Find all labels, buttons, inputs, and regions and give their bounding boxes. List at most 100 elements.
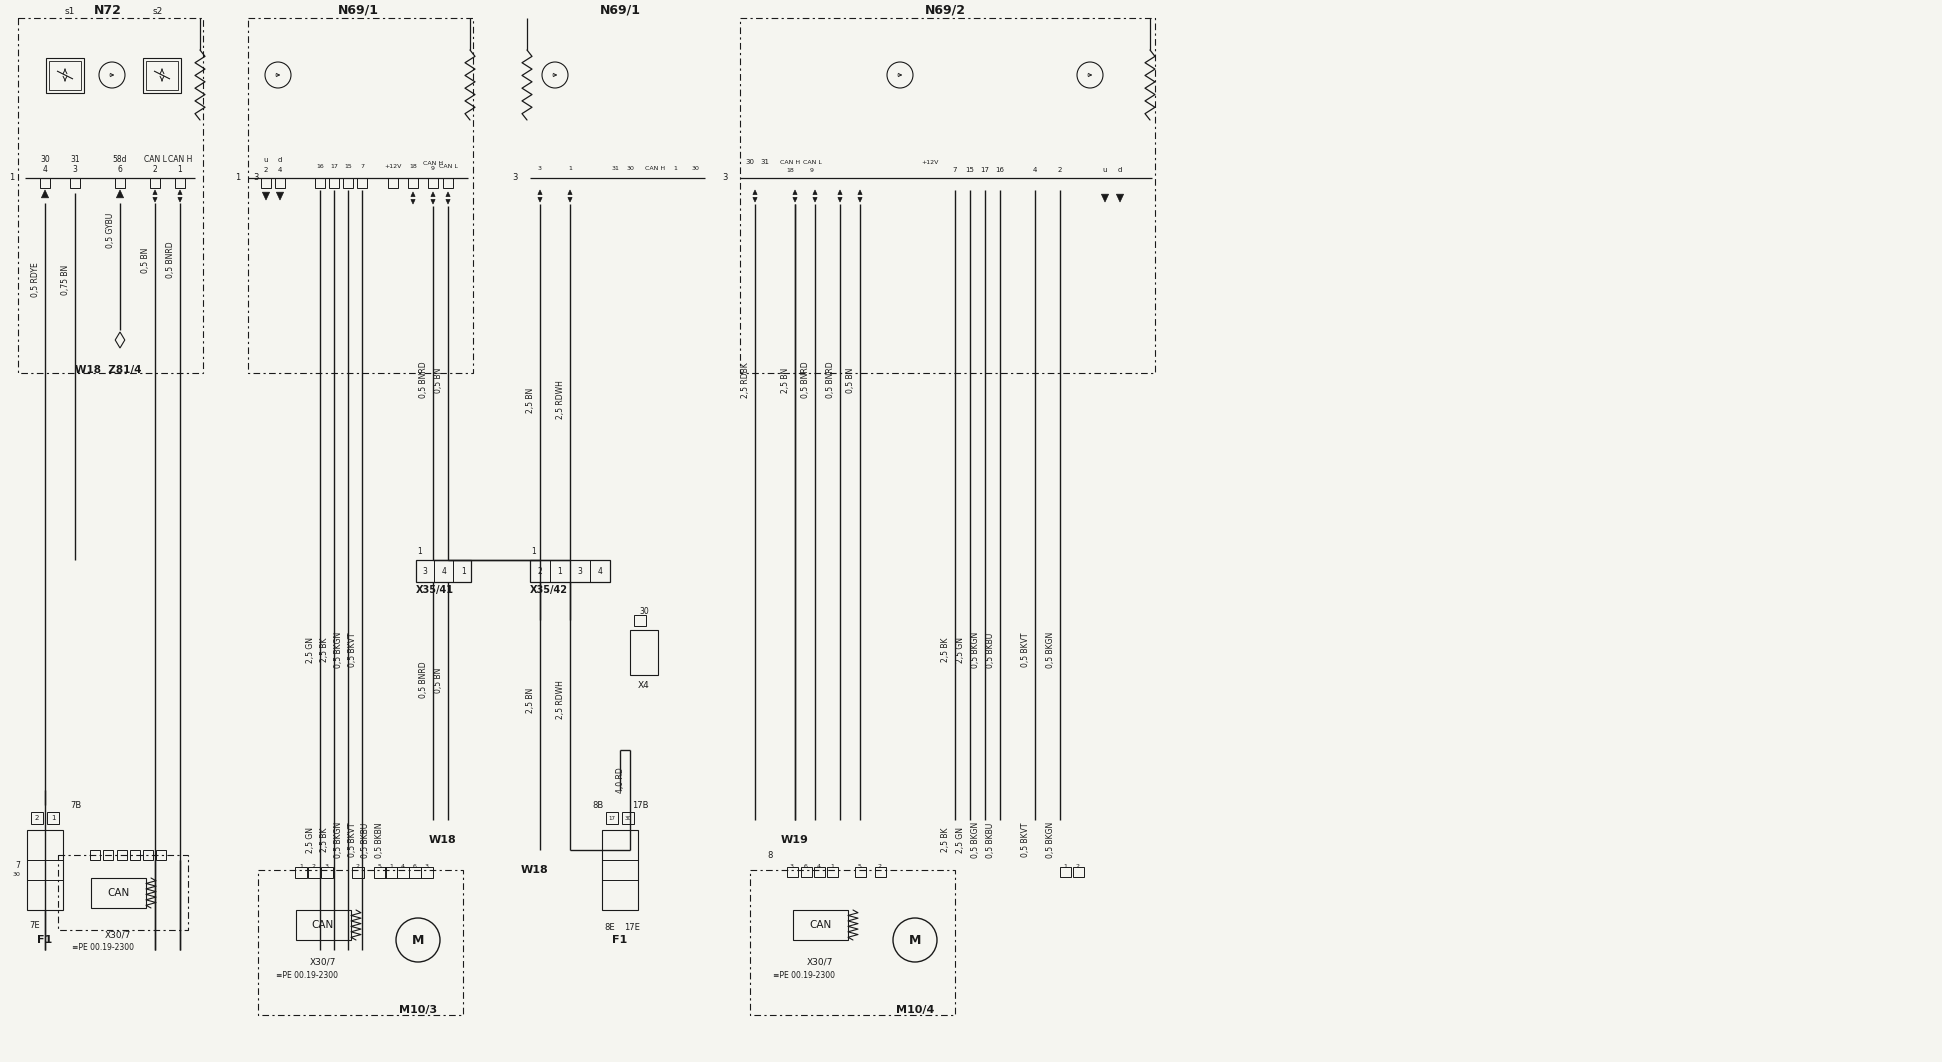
Text: 1: 1 [1062,864,1066,870]
Text: M: M [909,933,921,946]
Text: d: d [278,157,282,162]
Text: 17: 17 [981,167,990,173]
Text: W18: W18 [520,866,550,875]
Text: 2,5 BK: 2,5 BK [320,827,328,852]
Bar [750,870,955,1015]
Text: 3: 3 [722,173,728,183]
Text: 4: 4 [278,167,282,173]
Text: 4,0 RD: 4,0 RD [616,767,625,793]
Text: 0,5 BKGN: 0,5 BKGN [971,632,981,668]
Bar [1074,867,1084,877]
Text: 17: 17 [330,164,338,169]
Text: 58d: 58d [113,155,128,165]
Polygon shape [447,192,451,196]
Text: 8B: 8B [592,801,604,809]
Text: 0,5 BKVT: 0,5 BKVT [348,633,357,667]
Text: X4: X4 [639,681,651,689]
Polygon shape [431,192,435,196]
Bar [295,910,352,940]
Text: 2,5 RDWH: 2,5 RDWH [555,681,565,719]
Text: 17: 17 [608,816,616,821]
Bar [155,850,165,860]
Bar [47,812,58,824]
Text: W19: W19 [781,835,810,845]
Polygon shape [792,198,796,202]
Text: 1: 1 [10,173,14,183]
Bar [49,61,82,90]
Text: 0,5 BKBN: 0,5 BKBN [375,822,385,858]
Text: 1: 1 [235,173,241,183]
Text: 3: 3 [72,166,78,174]
Polygon shape [814,190,818,194]
Bar [91,878,146,908]
Bar [375,867,386,878]
Bar [800,867,812,877]
Bar [421,867,433,878]
Text: 3: 3 [513,173,519,183]
Text: 2,5 RDWH: 2,5 RDWH [555,380,565,419]
Text: 2,5 GN: 2,5 GN [307,637,315,663]
Bar [41,178,50,188]
Bar [792,910,849,940]
Text: 4: 4 [43,166,47,174]
Text: 7: 7 [16,860,19,870]
Text: 1: 1 [299,864,303,870]
Bar [388,178,398,188]
Text: 2: 2 [313,864,317,870]
Text: 2,5 BN: 2,5 BN [526,388,534,413]
Text: CAN H: CAN H [645,166,664,171]
Text: 1: 1 [674,166,678,171]
Text: X35/41: X35/41 [416,585,454,595]
Text: 30: 30 [12,873,19,877]
Polygon shape [1101,194,1109,202]
Bar [427,178,439,188]
Polygon shape [567,190,573,194]
Text: 2,5 BK: 2,5 BK [942,638,950,663]
Bar [249,18,474,373]
Polygon shape [262,192,270,200]
Text: 2,5 GN: 2,5 GN [307,827,315,853]
Text: 2,5 BN: 2,5 BN [781,367,790,393]
Text: 31: 31 [70,155,80,165]
Text: 15: 15 [965,167,975,173]
Bar [115,178,124,188]
Text: 0,5 BKVT: 0,5 BKVT [1021,823,1029,857]
Bar [410,867,421,878]
Bar [27,830,62,910]
Bar [144,850,153,860]
Text: 1: 1 [557,566,563,576]
Bar [352,867,363,878]
Text: 31: 31 [612,166,619,171]
Polygon shape [837,198,843,202]
Text: 3: 3 [324,864,328,870]
Text: 2: 2 [1058,167,1062,173]
Bar [258,870,462,1015]
Text: 0,5 GYBU: 0,5 GYBU [107,212,115,247]
Text: 2: 2 [538,566,542,576]
Text: 0,5 BKBU: 0,5 BKBU [361,822,371,858]
Polygon shape [412,192,416,196]
Bar [814,867,825,877]
Bar [629,630,658,675]
Text: 17B: 17B [631,801,649,809]
Text: 0,5 BKGN: 0,5 BKGN [1047,822,1055,858]
Bar [602,830,639,910]
Polygon shape [153,198,157,202]
Text: 0,5 BNRD: 0,5 BNRD [419,662,427,699]
Text: 4: 4 [1033,167,1037,173]
Text: 4: 4 [818,864,821,870]
Polygon shape [792,190,796,194]
Text: 2,5 BK: 2,5 BK [320,638,328,663]
Polygon shape [1117,194,1124,202]
Text: 2: 2 [35,815,39,821]
Text: 3: 3 [577,566,583,576]
Text: 1: 1 [418,548,421,556]
Polygon shape [538,198,542,202]
Bar [385,867,396,878]
Text: 5: 5 [379,864,383,870]
Text: M10/3: M10/3 [398,1005,437,1015]
Polygon shape [179,198,183,202]
Bar [854,867,866,877]
Text: 1: 1 [569,166,573,171]
Text: s2: s2 [153,7,163,17]
